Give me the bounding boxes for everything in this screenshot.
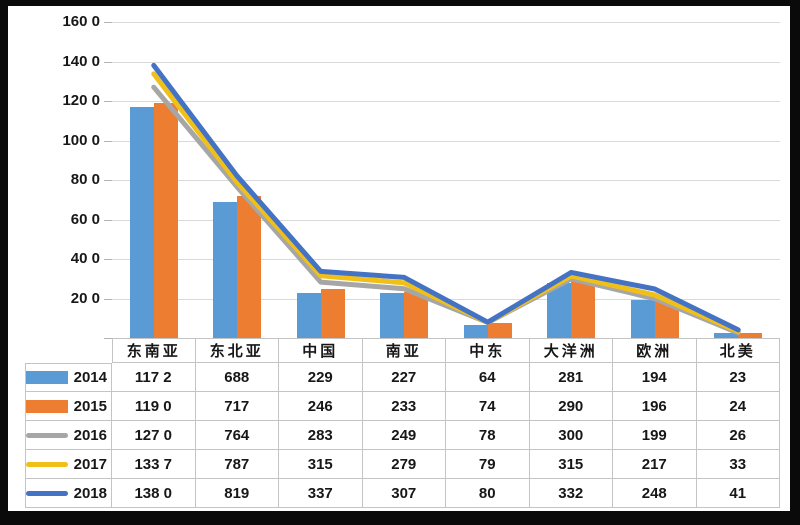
chart-background [8, 6, 790, 511]
